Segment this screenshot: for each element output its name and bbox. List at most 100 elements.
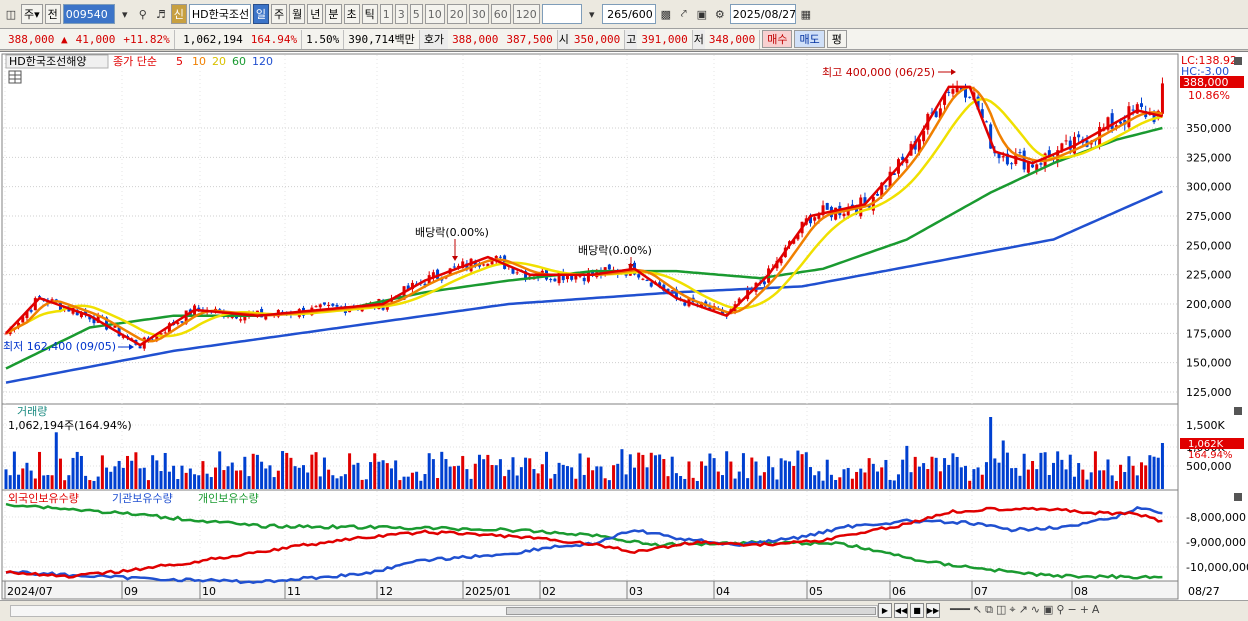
stop-icon[interactable]: ■ (910, 603, 924, 618)
y-tick-label: 175,000 (1186, 327, 1232, 340)
interval-5[interactable]: 5 (409, 4, 423, 24)
stock-name-field[interactable]: HD한국조선 (188, 4, 251, 24)
interval-60[interactable]: 60 (490, 4, 511, 24)
chart-area[interactable]: 350,000 325,000 300,000 275,000 250,000 225,0… (0, 51, 1248, 600)
trend-icon[interactable]: ↗ (1018, 603, 1028, 616)
minus-icon[interactable]: − (1067, 603, 1077, 616)
forward-icon[interactable]: ▶▶ (926, 603, 940, 618)
high-note: 최고 400,000 (06/25) (822, 66, 935, 79)
chart-toolbar: ◫ 주 ▾ 전 009540 ▾ ⚲ ♬ 신 HD한국조선 일 주 월 년 분 초… (0, 0, 1248, 29)
x-tick-label: 04 (716, 585, 730, 598)
interval-custom-input[interactable] (541, 4, 582, 24)
quote-change-pct: +11.82% (119, 29, 175, 49)
scrollbar-thumb[interactable] (506, 607, 876, 615)
date-field[interactable]: 2025/08/27 (729, 4, 796, 24)
interval-1[interactable]: 1 (379, 4, 393, 24)
zoom-icon[interactable]: ⚲ (1056, 603, 1065, 616)
period-tick[interactable]: 틱 (361, 4, 378, 24)
period-select-label: 주 (24, 8, 35, 21)
volume-panel-close-icon[interactable] (1234, 407, 1242, 415)
period-day[interactable]: 일 (252, 4, 270, 24)
play-icon[interactable]: ▶ (878, 603, 892, 618)
sell-button[interactable]: 매도 (794, 30, 825, 48)
ma-10-label: 10 (192, 55, 206, 68)
wave-icon[interactable]: ∿ (1030, 603, 1040, 616)
search-icon[interactable]: ⚲ (138, 7, 147, 21)
count-field[interactable]: 265/600 (601, 4, 656, 24)
x-axis-labels: 2024/07 09 10 11 12 2025/01 02 03 04 05 06 07 08 (4, 581, 1088, 599)
cursor-icon[interactable]: ↖ (972, 603, 983, 616)
period-week[interactable]: 주 (271, 4, 288, 24)
volume-tick-label: 1,500K (1186, 419, 1225, 432)
horizontal-scrollbar[interactable] (10, 605, 878, 617)
period-select[interactable]: 주 ▾ (21, 4, 43, 24)
y-tick-label: 350,000 (1186, 122, 1232, 135)
interval-3[interactable]: 3 (394, 4, 408, 24)
period-minute[interactable]: 분 (325, 4, 342, 24)
crosshair-icon[interactable]: ⌖ (1009, 603, 1016, 616)
line-tool-icon[interactable]: ⤤ (680, 7, 687, 20)
gear-icon[interactable]: ⚙ (714, 7, 725, 21)
candle-icon[interactable]: ▩ (660, 7, 671, 21)
y-tick-label: 300,000 (1186, 181, 1232, 194)
count-value: 265 (607, 7, 629, 21)
high-price: 391,000 (637, 29, 693, 49)
text-tool-icon[interactable]: ▣ (1043, 603, 1054, 616)
x-tick-label: 12 (379, 585, 393, 598)
y-tick-label: 150,000 (1186, 357, 1232, 370)
font-icon[interactable]: A (1091, 603, 1100, 616)
interval-20[interactable]: 20 (446, 4, 467, 24)
volume-value: 1,062,194주(164.94%) (8, 419, 132, 432)
price-panel-title: HD한국조선해양 (9, 54, 86, 68)
y-tick-label: 200,000 (1186, 298, 1232, 311)
copy-icon[interactable]: ⧉ (985, 603, 993, 616)
holding-lines (5, 502, 1163, 585)
low-label: 저 (692, 29, 705, 49)
x-tick-label: 07 (974, 585, 988, 598)
moving-averages (5, 85, 1163, 384)
interval-120[interactable]: 120 (512, 4, 540, 24)
navigation-buttons: ▶ ◀◀ ■ ▶▶ (878, 603, 940, 618)
window-icon[interactable]: ◫ (5, 7, 17, 21)
chevron-down-icon[interactable]: ▾ (589, 7, 595, 21)
y-tick-label: 125,000 (1186, 386, 1232, 399)
quote-change: 41,000 (75, 32, 116, 46)
bid-price: 387,500 (502, 29, 558, 49)
period-second[interactable]: 초 (343, 4, 360, 24)
quote-turnover: 1.50% (302, 29, 345, 49)
ma-5-label: 5 (176, 55, 183, 68)
price-panel-close-icon[interactable] (1234, 57, 1242, 65)
x-tick-label: 11 (287, 585, 301, 598)
dropdown-icon[interactable]: ▾ (122, 7, 128, 21)
avg-button[interactable]: 평 (826, 30, 847, 48)
stock-code-input[interactable]: 009540 (62, 4, 115, 24)
dividend-note-1: 배당락(0.00%) (415, 226, 489, 239)
institution-holding-legend: 기관보유수량 (112, 492, 173, 505)
foreign-holding-legend: 외국인보유수량 (8, 492, 79, 505)
new-button[interactable]: 신 (170, 4, 187, 24)
y-tick-label: 325,000 (1186, 151, 1232, 164)
zoom-slider-icon[interactable]: ━━━ (950, 603, 970, 616)
high-label: 고 (625, 29, 638, 49)
prev-button[interactable]: 전 (44, 4, 61, 24)
buy-button[interactable]: 매수 (762, 30, 793, 48)
x-tick-label: 2024/07 (7, 585, 53, 598)
volume-bars (4, 417, 1164, 489)
period-month[interactable]: 월 (289, 4, 306, 24)
volume-last-tag: 1,062K (1188, 439, 1224, 450)
interval-10[interactable]: 10 (424, 4, 445, 24)
quote-amount: 390,714백만 (344, 29, 420, 49)
calendar-icon[interactable]: ▦ (800, 7, 811, 21)
save-icon[interactable]: ▣ (696, 7, 707, 21)
speaker-icon[interactable]: ♬ (155, 7, 166, 21)
interval-30[interactable]: 30 (468, 4, 489, 24)
price-value: 388,000 (8, 32, 55, 46)
plus-icon[interactable]: + (1079, 603, 1089, 616)
window-split-icon[interactable]: ◫ (995, 603, 1007, 616)
holding-panel-close-icon[interactable] (1234, 493, 1242, 501)
period-year[interactable]: 년 (307, 4, 324, 24)
ma-60-label: 60 (232, 55, 246, 68)
y-tick-label: 250,000 (1186, 239, 1232, 252)
stock-chart-svg[interactable]: 350,000 325,000 300,000 275,000 250,000 225,0… (0, 52, 1248, 601)
rewind-icon[interactable]: ◀◀ (894, 603, 908, 618)
